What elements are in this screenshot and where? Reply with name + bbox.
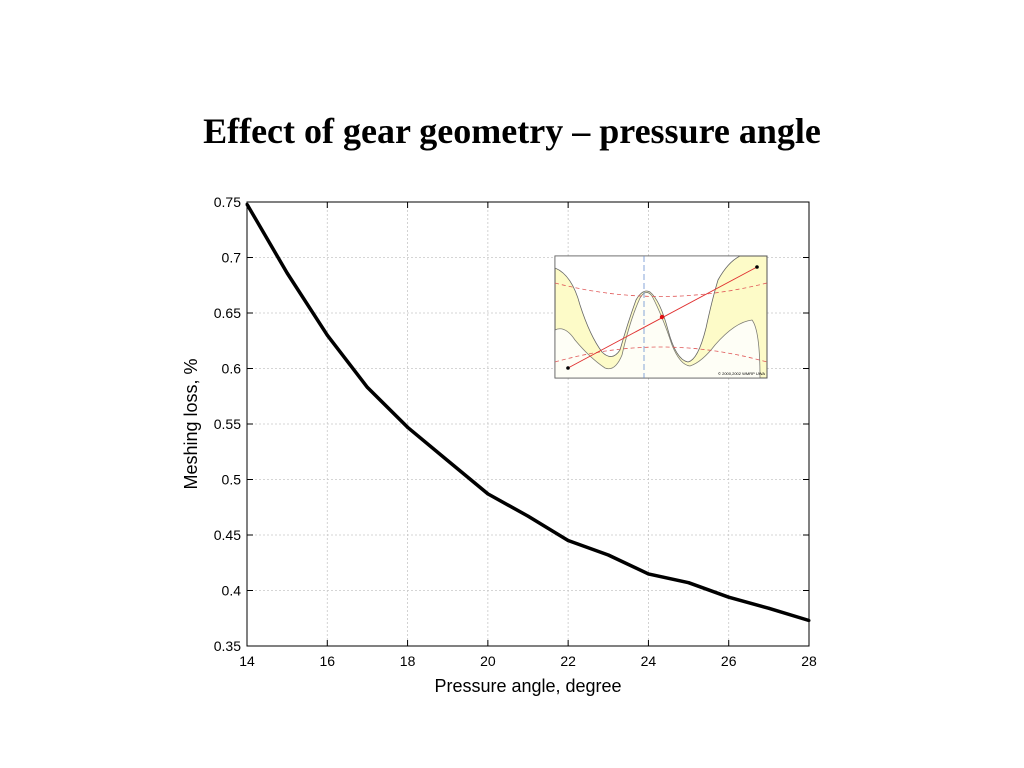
y-tick-label: 0.45 bbox=[214, 527, 241, 543]
data-point bbox=[606, 553, 610, 557]
y-tick-label: 0.35 bbox=[214, 638, 241, 654]
lower-pitch-circle bbox=[555, 346, 767, 363]
x-tick-labels: 14 16 18 20 22 24 26 28 bbox=[239, 653, 817, 669]
x-tick-label: 28 bbox=[801, 653, 817, 669]
x-tick-label: 14 bbox=[239, 653, 255, 669]
y-tick-label: 0.4 bbox=[222, 583, 242, 599]
data-point bbox=[325, 333, 329, 337]
y-axis-label: Meshing loss, % bbox=[181, 358, 201, 489]
y-tick-labels: 0.35 0.4 0.45 0.5 0.55 0.6 0.65 0.7 0.75 bbox=[214, 194, 241, 654]
data-point bbox=[526, 514, 530, 518]
pitch-point bbox=[659, 314, 665, 320]
x-axis-label: Pressure angle, degree bbox=[434, 676, 621, 696]
contact-start-point bbox=[566, 366, 570, 370]
data-point bbox=[285, 271, 289, 275]
y-tick-label: 0.6 bbox=[222, 361, 242, 377]
data-point bbox=[406, 425, 410, 429]
x-tick-label: 24 bbox=[641, 653, 657, 669]
slide-title: Effect of gear geometry – pressure angle bbox=[203, 111, 821, 151]
gear-mesh-diagram: © 2000,2002 WMRP UWA bbox=[554, 255, 768, 379]
contact-end-point bbox=[755, 265, 759, 269]
upper-pitch-circle bbox=[555, 282, 767, 297]
data-point bbox=[646, 572, 650, 576]
data-point bbox=[446, 459, 450, 463]
y-tick-label: 0.55 bbox=[214, 416, 241, 432]
data-point bbox=[727, 595, 731, 599]
data-point bbox=[687, 581, 691, 585]
y-tick-label: 0.75 bbox=[214, 194, 241, 210]
data-point bbox=[566, 539, 570, 543]
series-points bbox=[245, 202, 811, 622]
data-point bbox=[767, 606, 771, 610]
inset-copyright: © 2000,2002 WMRP UWA bbox=[718, 371, 765, 376]
y-tick-label: 0.65 bbox=[214, 305, 241, 321]
x-tick-label: 22 bbox=[560, 653, 576, 669]
y-tick-label: 0.5 bbox=[222, 472, 242, 488]
data-point bbox=[365, 385, 369, 389]
upper-gear-space bbox=[555, 256, 741, 363]
data-point bbox=[807, 618, 811, 622]
x-tick-label: 18 bbox=[400, 653, 416, 669]
data-point bbox=[486, 492, 490, 496]
x-tick-label: 26 bbox=[721, 653, 737, 669]
data-point bbox=[245, 202, 249, 206]
x-tick-label: 20 bbox=[480, 653, 496, 669]
y-tick-label: 0.7 bbox=[222, 250, 242, 266]
x-tick-label: 16 bbox=[319, 653, 335, 669]
lower-gear-space bbox=[555, 292, 761, 378]
